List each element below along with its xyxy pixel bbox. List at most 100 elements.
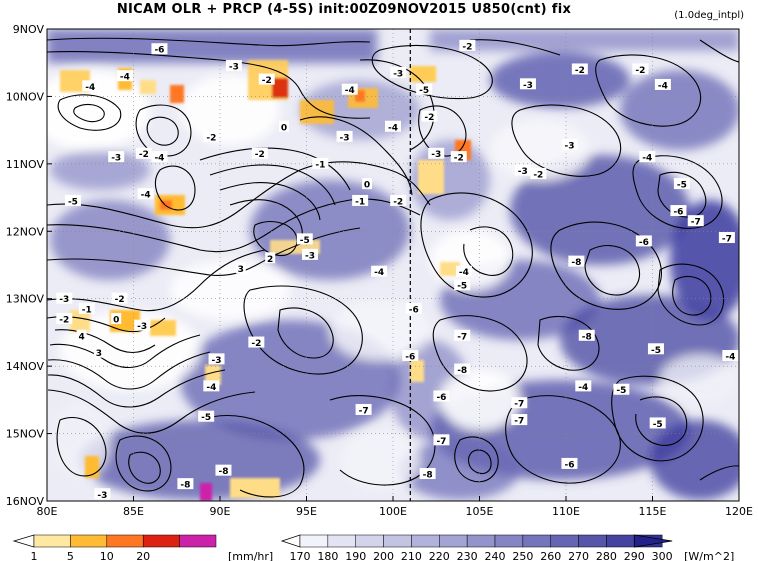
contour-label: -2 <box>111 292 128 305</box>
contour-label-bg <box>687 215 704 227</box>
precipitation-colorbar: 1 5 10 20 [mm/hr] <box>12 534 273 561</box>
contour-label-bg <box>722 350 739 362</box>
contour-label-text: -1 <box>82 305 92 315</box>
contour-label-text: -1 <box>355 197 365 207</box>
contour-label-bg <box>56 312 73 324</box>
contour-label: -2 <box>421 110 438 123</box>
contour-label: -1 <box>312 157 329 170</box>
contour-label-bg <box>56 292 73 304</box>
prcp-colorbar-label: 20 <box>136 550 150 561</box>
contour-label: -2 <box>459 39 476 52</box>
contour-label: -7 <box>511 414 528 427</box>
contour-label: -7 <box>355 403 372 416</box>
contour-label: -5 <box>647 343 664 356</box>
contour-label-bg <box>428 147 445 159</box>
contour-label: -4 <box>151 151 168 164</box>
contour-label: -4 <box>371 265 388 278</box>
contour-label: -6 <box>151 43 168 56</box>
contour-label-bg <box>578 329 595 341</box>
contour-label-text: -8 <box>218 467 228 477</box>
contour-label-bg <box>519 78 536 90</box>
contour-label: -5 <box>198 410 215 423</box>
contour-label: -6 <box>433 390 450 403</box>
contour-label-bg <box>137 188 154 200</box>
olr-colorbar-label: 290 <box>624 550 645 561</box>
contour-label: -3 <box>56 292 73 305</box>
contour-label: -3 <box>390 66 407 79</box>
contour-label-bg <box>454 363 471 375</box>
contour-label: -8 <box>578 329 595 342</box>
prcp-colorbar-label: 10 <box>100 550 114 561</box>
contour-label: -2 <box>258 73 275 86</box>
x-tick-label: 115E <box>639 505 667 518</box>
contour-label-bg <box>301 248 318 260</box>
contour-label-text: -4 <box>658 81 668 91</box>
contour-label-text: -7 <box>359 406 369 416</box>
contour-label-bg <box>561 138 578 150</box>
contour-label-text: -2 <box>424 113 434 123</box>
contour-label-text: -3 <box>393 69 403 79</box>
contour-label: -1 <box>78 302 95 315</box>
contour-label-text: -6 <box>673 208 683 218</box>
contour-label-text: -3 <box>523 81 533 91</box>
contour-label: -4 <box>722 350 739 363</box>
contour-label-text: -5 <box>616 386 626 396</box>
y-tick-label: 15NOV <box>6 428 45 441</box>
olr-colorbar-box <box>327 534 356 548</box>
contour-label-bg <box>76 329 87 341</box>
contour-label-text: -4 <box>141 191 151 201</box>
olr-colorbar-box <box>606 534 635 548</box>
olr-colorbar-box <box>355 534 384 548</box>
contour-label-text: -3 <box>137 322 147 332</box>
contour-label-text: -4 <box>154 154 164 164</box>
contour-label-text: -5 <box>68 197 78 207</box>
contour-label: -7 <box>433 434 450 447</box>
contour-label: 2 <box>265 252 276 265</box>
prcp-colorbar-box <box>142 534 180 548</box>
olr-colorbar-box <box>578 534 607 548</box>
contour-label-text: -2 <box>575 66 585 76</box>
x-tick-label: 90E <box>210 505 231 518</box>
contour-label: -4 <box>639 151 656 164</box>
contour-label-bg <box>203 130 220 142</box>
contour-label: -3 <box>301 248 318 261</box>
olr-colorbar: 170 180 190 200 210 220 230 240 250 260 270 280 290 3… <box>280 534 734 561</box>
contour-label-text: -3 <box>305 251 315 261</box>
contour-label: -4 <box>203 380 220 393</box>
contour-label: -3 <box>336 130 353 143</box>
contour-label-bg <box>416 83 433 95</box>
contour-label-bg <box>575 380 592 392</box>
contour-label-text: -3 <box>340 133 350 143</box>
contour-label: -4 <box>575 380 592 393</box>
olr-colorbar-units: [W/m^2] <box>684 550 734 561</box>
contour-label-text: -6 <box>405 353 415 363</box>
contour-label-text: -7 <box>436 437 446 447</box>
olr-colorbar-label: 210 <box>401 550 422 561</box>
contour-label-bg <box>203 380 220 392</box>
contour-label-bg <box>265 252 276 264</box>
contour-label-bg <box>450 151 467 163</box>
contour-label-text: -3 <box>518 167 528 177</box>
contour-label-text: -2 <box>59 315 69 325</box>
contour-label-bg <box>402 350 419 362</box>
contour-label: -3 <box>108 151 125 164</box>
contour-label: -3 <box>225 60 242 73</box>
contour-label-text: -4 <box>374 268 384 278</box>
contour-label-text: -6 <box>409 305 419 315</box>
x-gridlines <box>133 29 653 501</box>
contour-label: -8 <box>177 478 194 491</box>
contour-label: -4 <box>455 265 472 278</box>
contour-label-text: -3 <box>111 154 121 164</box>
contour-label-bg <box>312 157 329 169</box>
contour-label-bg <box>421 110 438 122</box>
prcp-colorbar-min-arrow <box>12 534 35 548</box>
contour-label: -5 <box>649 417 666 430</box>
olr-colorbar-label: 300 <box>652 550 673 561</box>
y-gridlines <box>47 96 739 434</box>
contour-label-bg <box>94 488 111 500</box>
prcp-colorbar-label: 5 <box>67 550 74 561</box>
contour-label: -7 <box>687 215 704 228</box>
contour-label-bg <box>198 410 215 422</box>
contour-label-bg <box>279 120 290 132</box>
